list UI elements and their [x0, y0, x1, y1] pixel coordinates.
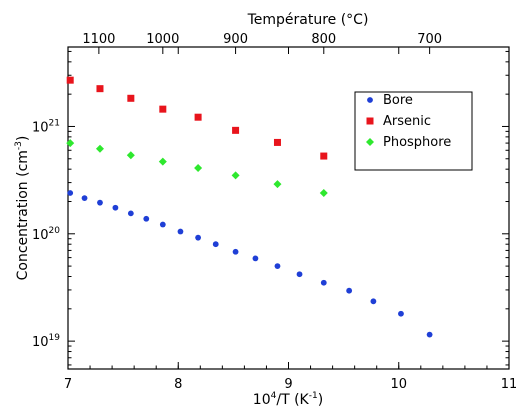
top-tick-label: 700	[417, 32, 442, 47]
arsenic-point	[66, 76, 74, 84]
bore-point	[177, 228, 184, 235]
x-tick-label: 10	[390, 377, 407, 392]
y-tick-label: 1020	[32, 226, 60, 243]
arsenic-point	[320, 152, 328, 160]
arsenic-legend-label: Arsenic	[383, 114, 431, 129]
arsenic-point	[232, 126, 240, 134]
bore-point	[127, 210, 134, 217]
bore-point	[67, 190, 74, 196]
phosphore-legend-label: Phosphore	[383, 135, 451, 150]
bore-point	[97, 199, 103, 206]
legend-box	[354, 91, 473, 171]
y-axis-title: Concentration (cm-3)	[14, 136, 31, 281]
bore-point	[143, 215, 150, 222]
top-tick-label: 800	[311, 32, 336, 47]
x-tick-label: 8	[174, 377, 182, 392]
bore-point	[274, 263, 281, 270]
x-tick-label: 9	[284, 377, 292, 392]
arsenic-legend-marker	[366, 117, 374, 125]
arsenic-point	[96, 85, 104, 93]
bore-point	[398, 310, 404, 317]
top-tick-label: 1100	[82, 32, 115, 47]
phosphore-point	[194, 164, 203, 173]
phosphore-point	[66, 139, 75, 148]
x-tick-label: 7	[64, 377, 72, 392]
y-tick-label: 1021	[32, 118, 60, 135]
marks-layer	[66, 76, 433, 338]
bore-legend-marker	[367, 97, 373, 103]
top-axis-title: Température (°C)	[247, 12, 369, 28]
phosphore-point	[158, 157, 167, 166]
legend: Bore Arsenic Phosphore	[354, 91, 473, 171]
bore-point	[426, 331, 433, 338]
phosphore-point	[231, 171, 240, 180]
ticks-layer: 7 8 9 10 11 1100 1000 900 800 700 1019 1020 1021	[32, 32, 516, 392]
arsenic-point	[127, 94, 135, 102]
x-axis-title: 104/T (K-1)	[253, 391, 323, 408]
phosphore-point	[273, 180, 282, 189]
bore-point	[370, 298, 377, 305]
bore-point	[81, 195, 88, 202]
bore-point	[195, 234, 201, 241]
top-tick-label: 900	[223, 32, 248, 47]
bore-point	[232, 248, 239, 255]
bore-point	[112, 204, 119, 211]
legend-items: Bore Arsenic Phosphore	[366, 93, 451, 150]
bore-point	[252, 255, 259, 262]
y-tick-label: 1019	[32, 333, 60, 350]
top-tick-label: 1000	[146, 32, 179, 47]
bore-point	[320, 279, 327, 286]
phosphore-point	[319, 188, 328, 197]
phosphore-point	[95, 144, 104, 153]
bore-point	[346, 287, 353, 294]
bore-point	[212, 241, 219, 248]
bore-point	[296, 271, 303, 278]
bore-point	[159, 221, 166, 228]
phosphore-point	[126, 151, 135, 160]
x-tick-label: 11	[501, 377, 516, 392]
arsenic-point	[159, 105, 167, 113]
arsenic-point	[194, 113, 202, 121]
phosphore-legend-marker	[366, 138, 374, 146]
arsenic-point	[273, 138, 281, 146]
bore-legend-label: Bore	[383, 93, 413, 108]
